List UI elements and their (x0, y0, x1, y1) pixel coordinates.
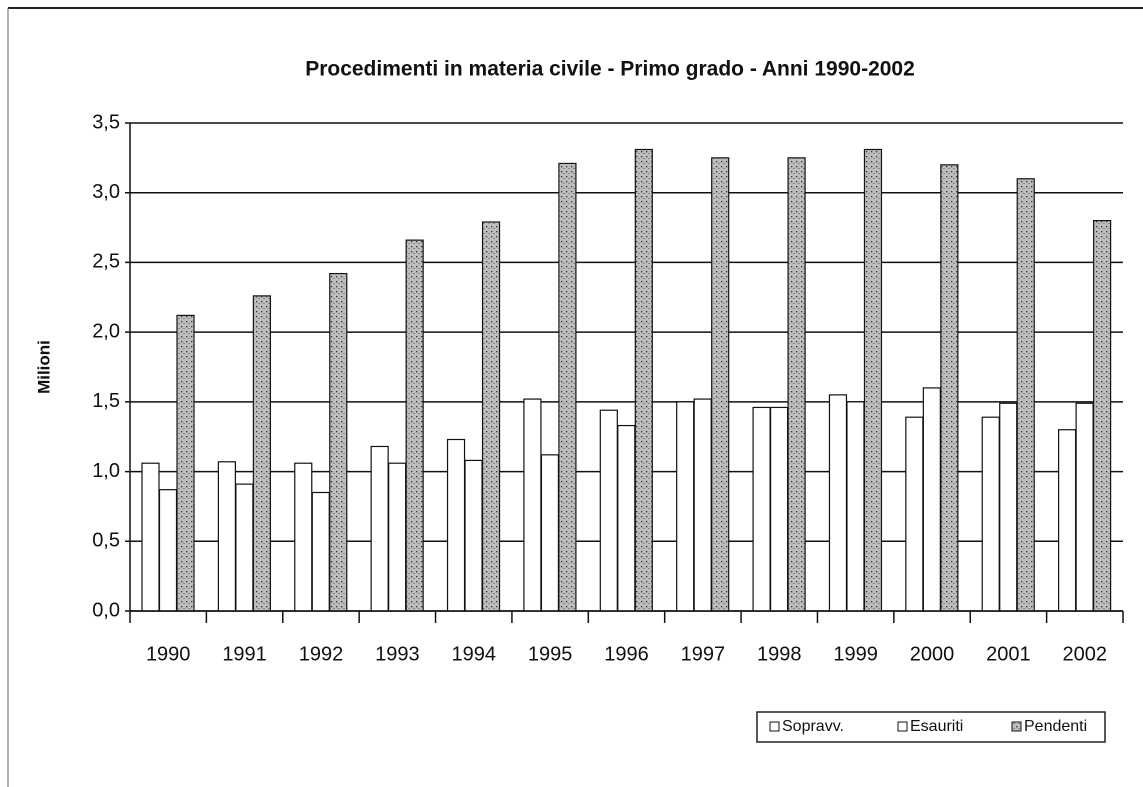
x-tick-label: 2001 (986, 643, 1031, 665)
bar-texture (253, 295, 271, 611)
bar (981, 416, 1000, 612)
y-tick-label: 3,5 (92, 111, 120, 133)
legend-label: Pendenti (1024, 718, 1087, 735)
bar (158, 489, 178, 612)
legend-label: Sopravv. (782, 718, 844, 735)
bar (1058, 429, 1077, 612)
bar (846, 401, 865, 612)
bar (235, 483, 254, 612)
bar (446, 438, 466, 612)
bar-texture (635, 149, 653, 611)
x-tick-label: 1994 (451, 643, 496, 665)
y-tick-label: 0,5 (92, 530, 120, 552)
y-axis-label: Milioni (34, 340, 53, 394)
bar (693, 398, 712, 612)
bar-texture (940, 164, 958, 612)
bar-texture (1017, 178, 1035, 611)
bar (1075, 402, 1094, 612)
chart-title: Procedimenti in materia civile - Primo g… (305, 58, 915, 81)
bar (999, 402, 1018, 612)
bar (523, 398, 542, 612)
x-tick-label: 1999 (833, 643, 878, 665)
bar-texture (711, 157, 729, 611)
bar (370, 445, 389, 612)
x-tick-label: 1992 (299, 643, 344, 665)
x-tick-label: 1990 (146, 643, 191, 665)
bar (388, 462, 407, 612)
bar (905, 416, 924, 612)
legend-swatch-texture (1012, 722, 1021, 731)
y-tick-label: 1,5 (92, 390, 120, 412)
x-tick-label: 1993 (375, 643, 420, 665)
bar-texture (558, 163, 576, 612)
bar-texture (329, 273, 347, 611)
x-tick-label: 1996 (604, 643, 649, 665)
bar-texture (482, 221, 500, 611)
bar (464, 459, 483, 612)
legend (756, 711, 1106, 743)
y-tick-label: 2,5 (92, 251, 120, 273)
bar-texture (406, 240, 424, 611)
bar (141, 462, 160, 612)
bar-texture (177, 315, 194, 611)
legend-label: Esauriti (910, 718, 963, 735)
bar (828, 394, 848, 612)
x-tick-label: 1998 (757, 643, 802, 665)
y-tick-label: 2,0 (92, 320, 120, 342)
bar (311, 491, 330, 612)
bar-texture (788, 157, 806, 611)
bar (599, 409, 618, 612)
bar (676, 401, 695, 612)
x-tick-label: 2000 (910, 643, 955, 665)
bar (540, 454, 560, 612)
bar (752, 406, 771, 612)
y-tick-label: 1,0 (92, 460, 120, 482)
bar (294, 462, 313, 612)
bar (769, 406, 789, 612)
legend-swatch (897, 721, 908, 732)
bar (217, 461, 236, 612)
bar (922, 387, 941, 612)
bar-texture (864, 149, 882, 611)
x-tick-label: 1991 (222, 643, 267, 665)
legend-swatch (769, 721, 780, 732)
y-tick-label: 3,0 (92, 181, 120, 203)
x-tick-label: 2002 (1063, 643, 1108, 665)
x-tick-label: 1995 (528, 643, 573, 665)
bar-texture (1093, 220, 1111, 611)
y-tick-label: 0,0 (92, 599, 120, 621)
bar (617, 424, 636, 612)
x-tick-label: 1997 (681, 643, 726, 665)
